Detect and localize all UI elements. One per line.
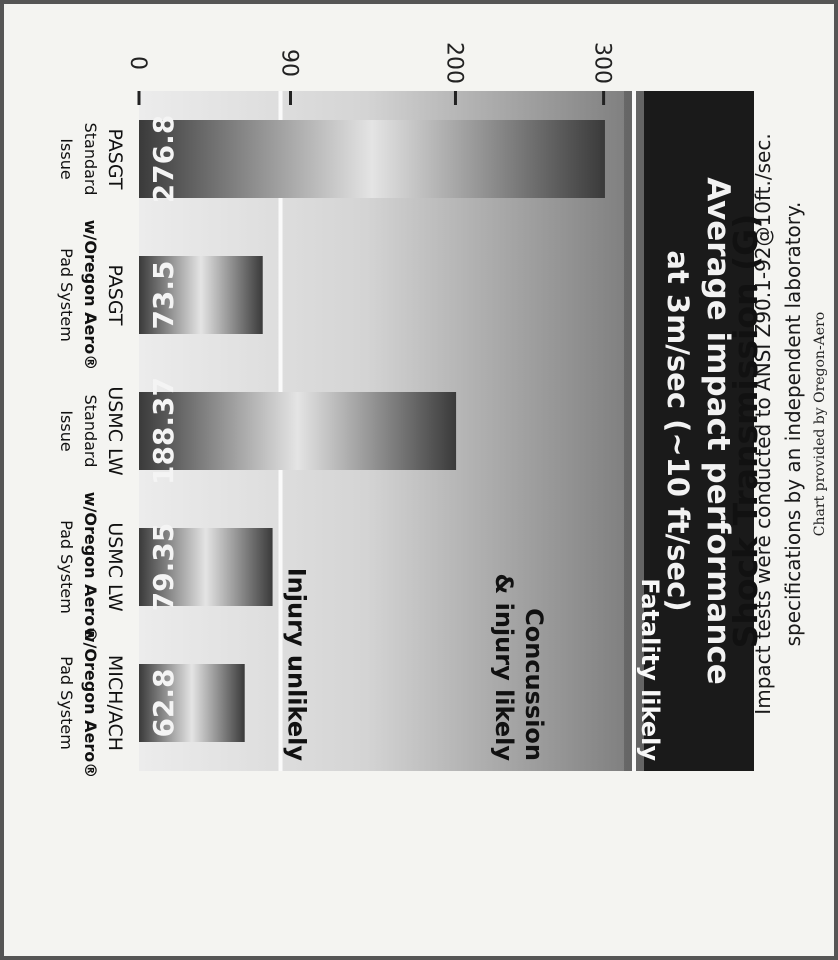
bar-value-label: 62.8: [147, 668, 180, 737]
category-label: w/Oregon Aero®: [81, 628, 100, 779]
category-label: Standard: [81, 395, 100, 468]
bar-value-label: 188.37: [147, 377, 180, 485]
title-band: [644, 91, 754, 771]
bar: [139, 664, 245, 742]
bar: [139, 392, 457, 470]
zone-label: Injury unlikely: [283, 568, 311, 762]
plot-area: Average impact performance at 3m/sec (~1…: [57, 42, 765, 778]
zone-label: & injury likely: [490, 573, 518, 761]
chart-subtitle: at 3m/sec (~10 ft/sec): [661, 250, 695, 611]
bar: [139, 528, 273, 606]
y-tick-label: 300: [590, 42, 615, 84]
chart-svg: Impact tests were conducted to ANSI Z90.…: [57, 42, 828, 778]
category-label: w/Oregon Aero®: [81, 492, 100, 643]
chart-credit: Chart provided by Oregon-Aero: [812, 312, 828, 536]
category-label: Issue: [57, 410, 76, 451]
category-label: Standard: [81, 123, 100, 196]
category-label: USMC LW: [104, 386, 126, 476]
category-label: PASGT: [104, 265, 126, 326]
category-label: Issue: [57, 138, 76, 179]
category-label: Pad System: [57, 520, 76, 614]
bar-value-label: 73.5: [147, 260, 180, 329]
category-label: PASGT: [104, 129, 126, 190]
y-tick-label: 0: [125, 56, 150, 70]
category-label: USMC LW: [104, 522, 126, 612]
footnote-line-2: specifications by an independent laborat…: [781, 202, 805, 647]
zone-label: Concussion: [520, 608, 548, 761]
zone-label: Fatality likely: [636, 578, 664, 761]
category-label: Pad System: [57, 248, 76, 342]
category-label: w/Oregon Aero®: [81, 220, 100, 371]
y-tick-label: 90: [277, 49, 302, 77]
footnote-line-1: Impact tests were conducted to ANSI Z90.…: [751, 133, 775, 714]
bar-value-label: 79.35: [147, 523, 180, 612]
category-label: MICH/ACH: [104, 655, 126, 751]
chart-title: Average impact performance: [700, 177, 736, 685]
y-axis-label: Shock Transmission (G): [726, 214, 765, 649]
y-tick-label: 200: [441, 42, 466, 84]
bar-value-label: 276.8: [147, 115, 180, 204]
bar: [139, 120, 605, 198]
bar: [139, 256, 263, 334]
category-label: Pad System: [57, 656, 76, 750]
